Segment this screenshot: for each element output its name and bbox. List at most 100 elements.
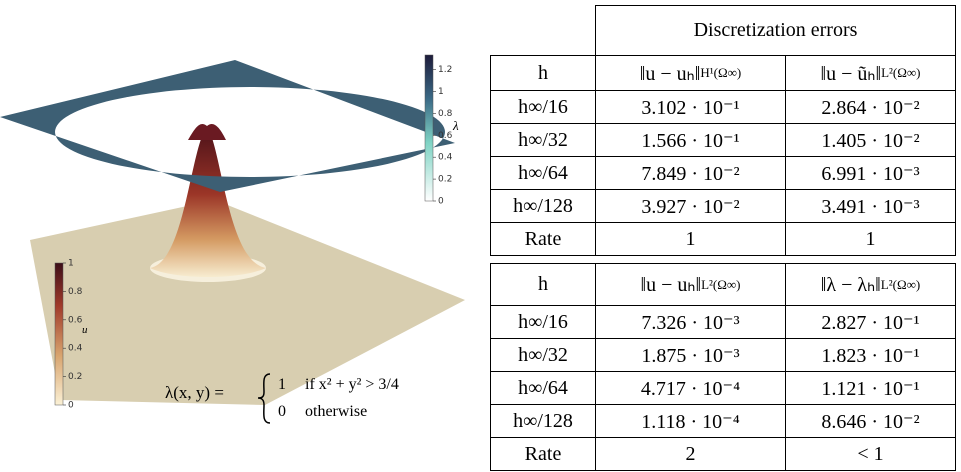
table-cell: Rate	[490, 437, 596, 471]
cell-text: h∞/128	[513, 409, 573, 432]
cell-text: h	[538, 273, 548, 295]
cell-text: h∞/32	[518, 128, 568, 151]
cell-text: Rate	[524, 442, 562, 465]
formula-condition: otherwise	[305, 403, 367, 420]
table-cell: 3.102 · 10⁻¹	[595, 90, 786, 124]
cell-text: 3.102 · 10⁻¹	[641, 96, 740, 119]
table-cell: 1.118 · 10⁻⁴	[595, 404, 786, 438]
colorbar-tick-label: 0	[68, 401, 74, 411]
colorbar-tick-label: 0.4	[438, 153, 453, 163]
cell-text: 4.717 · 10⁻⁴	[640, 377, 741, 400]
cell-text: ‖λ − λₕ‖	[820, 274, 881, 296]
table-cell: ‖u − ũₕ‖ L²(Ω∞)	[785, 55, 956, 91]
cell-text: Rate	[524, 227, 562, 250]
cell-subscript: L²(Ω∞)	[701, 276, 741, 292]
cell-text: 2.827 · 10⁻¹	[821, 311, 920, 334]
table-cell: 1.121 · 10⁻¹	[785, 371, 956, 405]
cell-text: h∞/16	[518, 310, 568, 333]
table-cell: h∞/32	[490, 123, 596, 157]
table-cell: 2.864 · 10⁻²	[785, 90, 956, 124]
table-cell: < 1	[785, 437, 956, 471]
table-cell: ‖u − uₕ‖ H¹(Ω∞)	[595, 55, 786, 91]
cell-text: h∞/64	[518, 161, 568, 184]
table-cell: 1	[595, 222, 786, 256]
table-cell: 4.717 · 10⁻⁴	[595, 371, 786, 405]
table-cell: 8.646 · 10⁻²	[785, 404, 956, 438]
table-cell: 3.927 · 10⁻²	[595, 189, 786, 223]
table-cell: 1.823 · 10⁻¹	[785, 338, 956, 372]
colorbar-tick-label: 0.2	[68, 372, 82, 382]
table-cell: 2	[595, 437, 786, 471]
table-cell: ‖u − uₕ‖ L²(Ω∞)	[595, 263, 786, 306]
cell-text: 1.823 · 10⁻¹	[821, 344, 920, 367]
colorbar-u	[54, 262, 64, 406]
table-cell: h∞/64	[490, 156, 596, 190]
cell-text: < 1	[857, 442, 884, 465]
cell-text: 2.864 · 10⁻²	[821, 96, 920, 119]
colorbar-tick-label: 0.8	[438, 109, 453, 119]
cell-text: 7.849 · 10⁻²	[641, 162, 740, 185]
table-cell: Rate	[490, 222, 596, 256]
table-cell: 1	[785, 222, 956, 256]
table-cell: 6.991 · 10⁻³	[785, 156, 956, 190]
table-cell: h∞/16	[490, 90, 596, 124]
table-cell: ‖λ − λₕ‖ L²(Ω∞)	[785, 263, 956, 306]
colorbar-tick-label: 0.6	[438, 131, 453, 141]
table-cell: h∞/32	[490, 338, 596, 372]
lambda-plane	[0, 60, 455, 192]
cell-text: 1.566 · 10⁻¹	[641, 129, 740, 152]
cell-text: 1.118 · 10⁻⁴	[641, 410, 740, 433]
table-cell: h∞/128	[490, 189, 596, 223]
cell-text: h∞/16	[518, 95, 568, 118]
colorbar-lambda	[424, 54, 434, 202]
cell-text: ‖u − ũₕ‖	[820, 62, 882, 85]
formula-lhs: λ(x, y) =	[165, 383, 224, 402]
cell-text: ‖u − uₕ‖	[639, 62, 701, 85]
cell-text: h∞/64	[518, 376, 568, 399]
table-cell: 1.566 · 10⁻¹	[595, 123, 786, 157]
cell-text: 3.491 · 10⁻³	[821, 195, 920, 218]
table-cell: h∞/128	[490, 404, 596, 438]
formula-value: 1	[278, 376, 286, 393]
cell-text: 7.326 · 10⁻³	[641, 311, 740, 334]
colorbar-tick-label: 0.4	[68, 344, 83, 354]
cell-subscript: L²(Ω∞)	[880, 276, 921, 292]
table-cell: h∞/64	[490, 371, 596, 405]
formula-brace	[257, 373, 271, 424]
table-cell: h∞/16	[490, 305, 596, 339]
surface-plot: λ u λ(x, y) = 1 if x² + y² > 3/4 0 other…	[0, 54, 465, 424]
base-plane	[30, 200, 465, 405]
table-cell: Discretization errors	[595, 5, 956, 56]
colorbar-tick-label: 0.8	[68, 287, 83, 297]
table-cell: 7.326 · 10⁻³	[595, 305, 786, 339]
table-cell: 1.875 · 10⁻³	[595, 338, 786, 372]
cell-text: 1.121 · 10⁻¹	[821, 377, 920, 400]
formula-condition: if x² + y² > 3/4	[305, 376, 399, 393]
colorbar-tick-label: 0.6	[68, 315, 83, 325]
cell-text: 3.927 · 10⁻²	[641, 195, 740, 218]
colorbar-tick-label: 0	[438, 197, 444, 207]
cell-text: 1	[685, 227, 696, 250]
table-cell: 3.491 · 10⁻³	[785, 189, 956, 223]
bump-top	[188, 123, 226, 140]
cell-text: 1.405 · 10⁻²	[821, 129, 920, 152]
colorbar-tick-label: 1	[68, 259, 74, 269]
table-cell: h	[490, 263, 596, 306]
cell-text: ‖u − uₕ‖	[640, 274, 702, 296]
table-cell: h	[490, 55, 596, 91]
colorbar-tick-label: 1	[438, 87, 444, 97]
colorbar-label: u	[82, 324, 88, 336]
cell-subscript: H¹(Ω∞)	[700, 65, 742, 80]
cell-text: h∞/32	[518, 343, 568, 366]
formula-value: 0	[278, 403, 286, 420]
cell-text: Discretization errors	[693, 19, 858, 41]
cell-text: 1.875 · 10⁻³	[641, 344, 740, 367]
cell-text: 6.991 · 10⁻³	[821, 162, 920, 185]
bump	[150, 126, 266, 277]
cell-text: 8.646 · 10⁻²	[821, 410, 920, 433]
cell-subscript: L²(Ω∞)	[881, 65, 921, 80]
cell-text: h∞/128	[513, 194, 573, 217]
table-cell: 7.849 · 10⁻²	[595, 156, 786, 190]
cell-text: 2	[685, 442, 696, 465]
